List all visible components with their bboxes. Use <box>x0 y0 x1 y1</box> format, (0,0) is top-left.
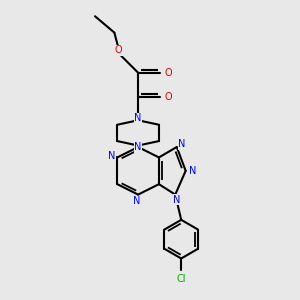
Text: N: N <box>134 142 142 152</box>
Text: N: N <box>134 113 142 123</box>
Text: O: O <box>165 68 172 78</box>
Text: N: N <box>133 196 140 206</box>
Text: N: N <box>188 166 196 176</box>
Text: N: N <box>178 139 186 149</box>
Text: N: N <box>108 151 116 161</box>
Text: N: N <box>173 195 180 205</box>
Text: O: O <box>165 92 172 101</box>
Text: O: O <box>115 45 123 56</box>
Text: Cl: Cl <box>176 274 186 284</box>
